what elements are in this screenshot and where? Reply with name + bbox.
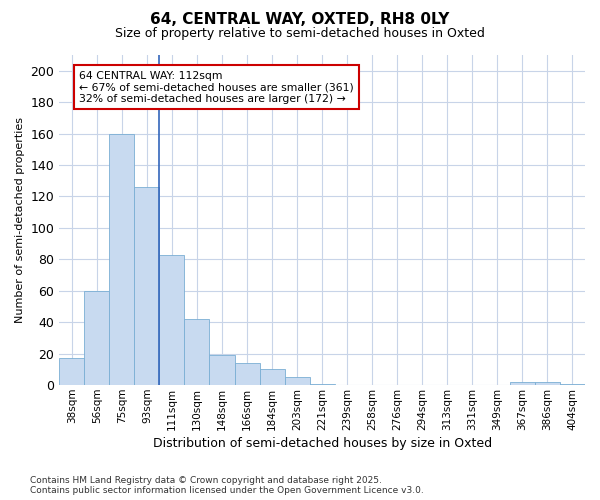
Bar <box>209 356 235 385</box>
Bar <box>310 384 335 385</box>
Bar <box>235 363 260 385</box>
Bar <box>85 291 109 385</box>
Y-axis label: Number of semi-detached properties: Number of semi-detached properties <box>15 117 25 323</box>
Bar <box>284 378 310 385</box>
Bar <box>59 358 85 385</box>
Bar <box>535 382 560 385</box>
Bar <box>510 382 535 385</box>
Bar <box>560 384 585 385</box>
Bar <box>260 370 284 385</box>
Text: Contains HM Land Registry data © Crown copyright and database right 2025.
Contai: Contains HM Land Registry data © Crown c… <box>30 476 424 495</box>
Text: Size of property relative to semi-detached houses in Oxted: Size of property relative to semi-detach… <box>115 28 485 40</box>
Text: 64, CENTRAL WAY, OXTED, RH8 0LY: 64, CENTRAL WAY, OXTED, RH8 0LY <box>151 12 449 28</box>
Bar <box>109 134 134 385</box>
Bar <box>134 187 160 385</box>
Bar <box>184 319 209 385</box>
X-axis label: Distribution of semi-detached houses by size in Oxted: Distribution of semi-detached houses by … <box>152 437 492 450</box>
Text: 64 CENTRAL WAY: 112sqm
← 67% of semi-detached houses are smaller (361)
32% of se: 64 CENTRAL WAY: 112sqm ← 67% of semi-det… <box>79 70 354 104</box>
Bar <box>160 254 184 385</box>
